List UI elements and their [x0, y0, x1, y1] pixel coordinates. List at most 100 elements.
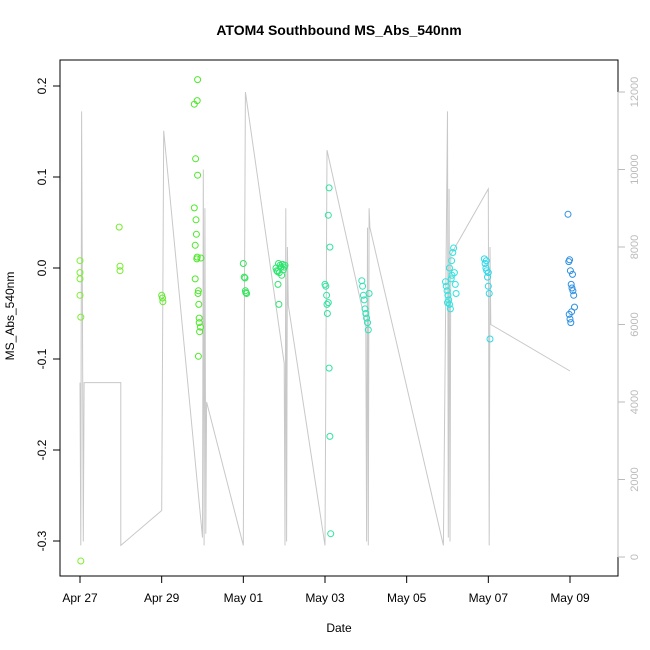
y-tick-label: -0.3 [35, 530, 49, 551]
data-point [448, 257, 456, 265]
data-point [116, 262, 124, 270]
chart-title: ATOM4 Southbound MS_Abs_540nm [216, 22, 461, 38]
y2-tick-label: 8000 [629, 235, 641, 259]
data-point [194, 76, 202, 84]
data-point [360, 296, 368, 304]
y2-tick-label: 6000 [629, 312, 641, 336]
data-point [323, 310, 331, 317]
data-point [76, 291, 84, 299]
data-point [484, 269, 492, 277]
data-point [442, 282, 450, 290]
data-point [326, 432, 334, 440]
x-tick-label: May 01 [224, 591, 264, 605]
data-point [484, 273, 491, 281]
data-point [446, 300, 453, 308]
data-point [568, 308, 576, 316]
y-axis-label: MS_Abs_540nm [3, 272, 17, 361]
data-point [159, 298, 167, 306]
data-point [364, 319, 371, 327]
data-point [446, 264, 453, 272]
data-point [76, 275, 84, 283]
y-tick-label: -0.1 [35, 348, 49, 369]
x-tick-label: May 09 [550, 591, 590, 605]
data-point [115, 223, 123, 231]
data-point [326, 243, 334, 251]
data-point [327, 530, 335, 538]
data-point [444, 291, 452, 299]
data-point [364, 326, 372, 334]
data-point [281, 261, 289, 269]
data-point [482, 257, 490, 265]
x-tick-label: Apr 27 [62, 591, 98, 605]
data-point [566, 267, 574, 275]
data-point [564, 210, 572, 218]
x-tick-label: May 07 [469, 591, 509, 605]
data-point [447, 275, 455, 283]
data-point [566, 256, 574, 264]
x-tick-label: Apr 29 [144, 591, 180, 605]
data-point [365, 290, 373, 297]
data-point [567, 280, 575, 288]
data-point [450, 269, 458, 277]
data-point [195, 314, 203, 322]
data-point [195, 300, 203, 308]
x-tick-label: May 05 [387, 591, 427, 605]
x-tick-label: May 03 [305, 591, 345, 605]
data-point [443, 287, 451, 295]
data-point [116, 267, 124, 275]
data-point [361, 305, 369, 313]
data-point [275, 300, 283, 308]
data-point [444, 299, 451, 307]
data-point [195, 319, 203, 327]
y-tick-label: 0.0 [35, 259, 49, 276]
data-point [275, 260, 282, 267]
y2-tick-label: 0 [629, 554, 641, 560]
data-point [193, 97, 201, 105]
data-point [322, 282, 330, 290]
data-point [197, 323, 204, 331]
data-point [363, 314, 371, 322]
data-point [192, 216, 200, 224]
data-point [362, 310, 370, 317]
data-point [325, 184, 333, 192]
data-point [194, 287, 202, 295]
data-point [241, 287, 249, 295]
y-tick-label: 0.2 [35, 77, 49, 94]
data-point [191, 241, 199, 249]
data-point [485, 290, 493, 297]
data-point [569, 287, 577, 295]
data-point [567, 319, 575, 327]
data-point [191, 275, 199, 283]
data-point [323, 300, 331, 308]
data-point [569, 270, 576, 278]
y2-tick-label: 12000 [629, 77, 641, 108]
data-point [324, 299, 332, 307]
data-point [566, 315, 574, 323]
data-point [570, 291, 578, 299]
plot-box [59, 59, 619, 577]
data-point [484, 282, 492, 290]
data-point [239, 260, 247, 267]
x-axis-label: Date [326, 621, 352, 635]
data-point [452, 290, 460, 297]
data-point [196, 328, 204, 336]
data-point [442, 278, 449, 286]
data-point [325, 364, 333, 372]
y-tick-label: 0.1 [35, 168, 49, 185]
data-point [359, 282, 367, 290]
data-point [159, 294, 166, 302]
data-point [274, 280, 282, 288]
data-point [323, 291, 331, 299]
data-point [486, 335, 494, 343]
data-point [451, 280, 459, 288]
y2-tick-label: 2000 [629, 467, 641, 491]
y2-tick-label: 4000 [629, 390, 641, 414]
y-tick-label: -0.2 [35, 439, 49, 460]
data-point [192, 230, 200, 238]
data-point [446, 305, 454, 313]
secondary-series-line [79, 91, 571, 547]
data-point [194, 352, 202, 360]
data-point [449, 249, 457, 256]
data-point [76, 257, 84, 265]
